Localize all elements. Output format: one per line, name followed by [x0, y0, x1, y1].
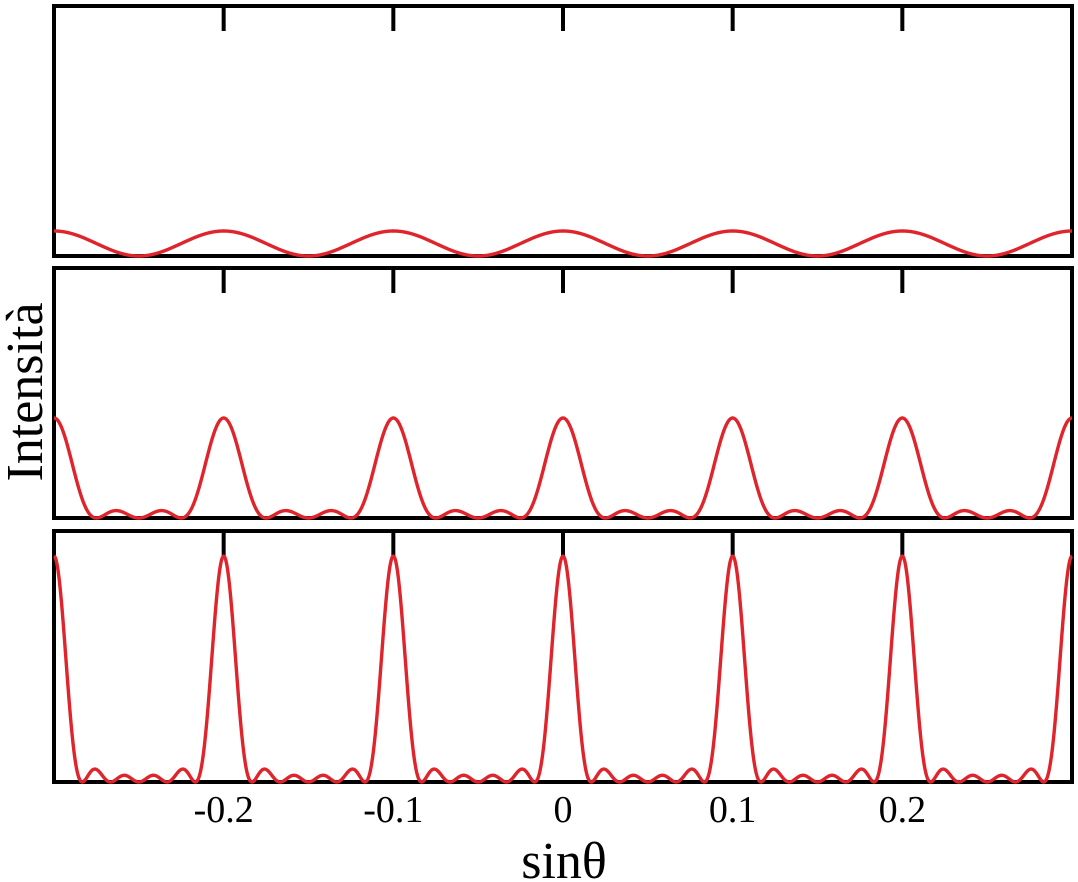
panel-2	[52, 266, 1074, 520]
x-axis-title: sinθ	[521, 833, 607, 882]
x-tick-label: -0.2	[194, 789, 254, 831]
x-tick-label: 0	[554, 789, 573, 831]
panel-1-intensity-line	[52, 229, 1074, 258]
panel-1-frame	[52, 4, 1074, 258]
panels-layer	[52, 4, 1074, 784]
x-tick-label: 0.1	[709, 789, 757, 831]
x-tick-label: -0.1	[363, 789, 423, 831]
panel-3-frame	[52, 529, 1074, 784]
panel-1	[52, 4, 1074, 258]
x-tick-labels: -0.2 -0.1 0 0.1 0.2	[194, 789, 926, 831]
panel-3-intensity-line	[52, 554, 1074, 784]
y-axis-title: Intensità	[0, 302, 54, 481]
panel-3	[52, 529, 1074, 784]
x-tick-label: 0.2	[879, 789, 927, 831]
panel-2-frame	[52, 266, 1074, 520]
panel-2-intensity-line	[52, 416, 1074, 520]
